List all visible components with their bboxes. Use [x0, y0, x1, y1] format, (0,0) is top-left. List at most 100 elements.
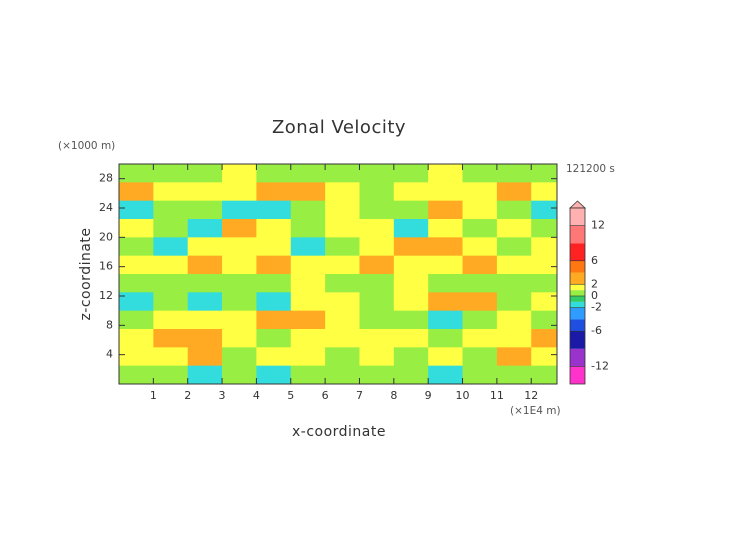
cell — [325, 365, 360, 385]
cell — [119, 329, 154, 348]
cell — [222, 329, 257, 348]
y-unit: (×1000 m) — [58, 140, 115, 152]
cell — [359, 237, 395, 257]
cell — [119, 164, 154, 183]
cell — [393, 365, 429, 385]
cell — [119, 310, 154, 330]
cell — [153, 292, 189, 312]
cell — [462, 347, 498, 367]
cell — [531, 182, 558, 202]
cell — [256, 237, 292, 257]
cell — [462, 329, 498, 348]
cell — [119, 347, 154, 367]
cell — [428, 164, 463, 183]
cell — [393, 164, 429, 183]
x-tick-label: 10 — [456, 389, 470, 402]
cell — [256, 182, 292, 202]
cell — [153, 182, 189, 202]
cell — [119, 182, 154, 202]
cell — [462, 200, 498, 220]
colorbar-tick-label: -2 — [591, 301, 602, 314]
cell — [187, 200, 223, 220]
cell — [256, 255, 292, 275]
cell — [462, 164, 498, 183]
cell — [462, 182, 498, 202]
cell — [359, 329, 395, 348]
cell — [359, 255, 395, 275]
cell — [290, 164, 326, 183]
cell — [359, 200, 395, 220]
cell — [153, 329, 189, 348]
y-tick-label: 24 — [99, 201, 113, 214]
y-tick-label: 4 — [106, 348, 113, 361]
colorbar-tick-label: -6 — [591, 324, 602, 337]
cell — [119, 219, 154, 238]
cell — [428, 200, 463, 220]
cell — [290, 255, 326, 275]
cell — [256, 219, 292, 238]
x-tick-label: 3 — [219, 389, 226, 402]
cell — [222, 310, 257, 330]
cell — [531, 200, 558, 220]
cell — [393, 347, 429, 367]
cell — [496, 237, 532, 257]
chart-title: Zonal Velocity — [272, 117, 406, 138]
colorbar-bin — [570, 208, 585, 226]
cell — [325, 200, 360, 220]
y-tick-label: 8 — [106, 318, 113, 331]
cell — [428, 237, 463, 257]
colorbar-bin — [570, 290, 585, 296]
colorbar-bin — [570, 260, 585, 273]
cell — [428, 255, 463, 275]
cell — [256, 292, 292, 312]
cell — [393, 200, 429, 220]
cell — [256, 274, 292, 293]
colorbar-bin — [570, 284, 585, 291]
cell — [153, 347, 189, 367]
cell — [153, 365, 189, 385]
cell — [290, 200, 326, 220]
cell — [428, 329, 463, 348]
cell — [325, 347, 360, 367]
x-unit: (×1E4 m) — [510, 405, 561, 417]
cell — [462, 255, 498, 275]
cell — [496, 310, 532, 330]
colorbar-bin — [570, 301, 585, 308]
cell — [496, 347, 532, 367]
y-axis-title: z-coordinate — [78, 227, 94, 320]
cell — [153, 219, 189, 238]
colorbar-tick-label: -12 — [591, 359, 609, 372]
cell — [496, 182, 532, 202]
cell — [428, 219, 463, 238]
colorbar-bin — [570, 296, 585, 302]
cell — [359, 292, 395, 312]
x-tick-label: 6 — [322, 389, 329, 402]
cell — [187, 274, 223, 293]
cell — [153, 200, 189, 220]
cell — [290, 347, 326, 367]
cell — [359, 164, 395, 183]
cell — [222, 255, 257, 275]
cell — [393, 219, 429, 238]
colorbar-bin — [570, 307, 585, 320]
colorbar-bin — [570, 319, 585, 332]
cell — [325, 274, 360, 293]
colorbar: 12 6 20-2 -6 -12 — [568, 200, 609, 385]
cell — [222, 200, 257, 220]
cell — [393, 310, 429, 330]
cell — [187, 310, 223, 330]
cell — [256, 310, 292, 330]
cell — [428, 292, 463, 312]
colorbar-tick-label: 12 — [591, 219, 605, 232]
x-tick-label: 2 — [184, 389, 191, 402]
cell — [222, 274, 257, 293]
x-tick-label: 1 — [150, 389, 157, 402]
cell — [153, 274, 189, 293]
cell — [153, 164, 189, 183]
cell — [462, 310, 498, 330]
colorbar-bin — [570, 348, 585, 367]
cell — [359, 182, 395, 202]
cell — [462, 219, 498, 238]
colorbar-bin — [570, 331, 585, 349]
